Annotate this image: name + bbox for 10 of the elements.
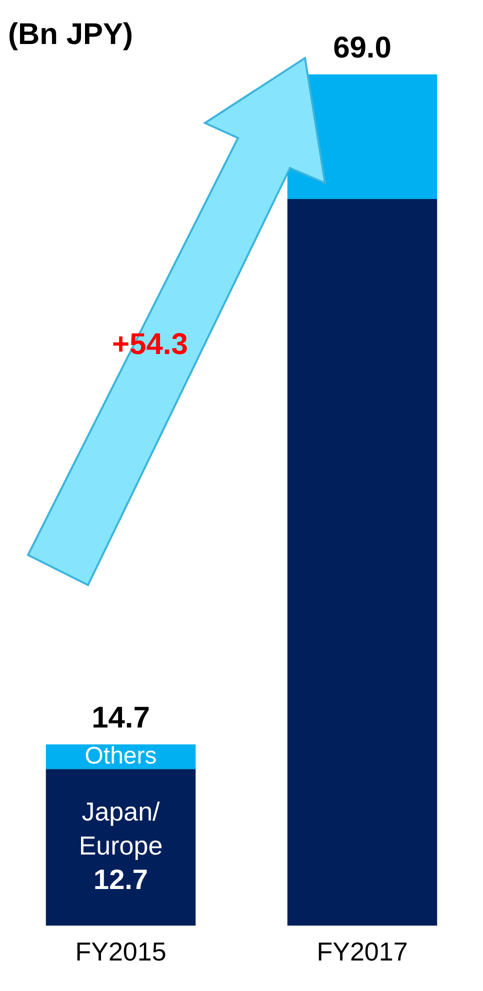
x-tick-label: FY2017: [316, 936, 408, 967]
total-label: 14.7: [92, 702, 150, 735]
bar: [46, 769, 196, 926]
series-label: Japan/Europe: [78, 796, 163, 861]
x-tick-label: FY2015: [75, 936, 166, 967]
data-label: 12.7: [94, 864, 148, 896]
series-label: Others: [84, 742, 157, 770]
chart-title: (Bn JPY): [8, 18, 134, 52]
total-label: 69.0: [333, 32, 392, 65]
annotation: +54.3: [112, 328, 188, 362]
